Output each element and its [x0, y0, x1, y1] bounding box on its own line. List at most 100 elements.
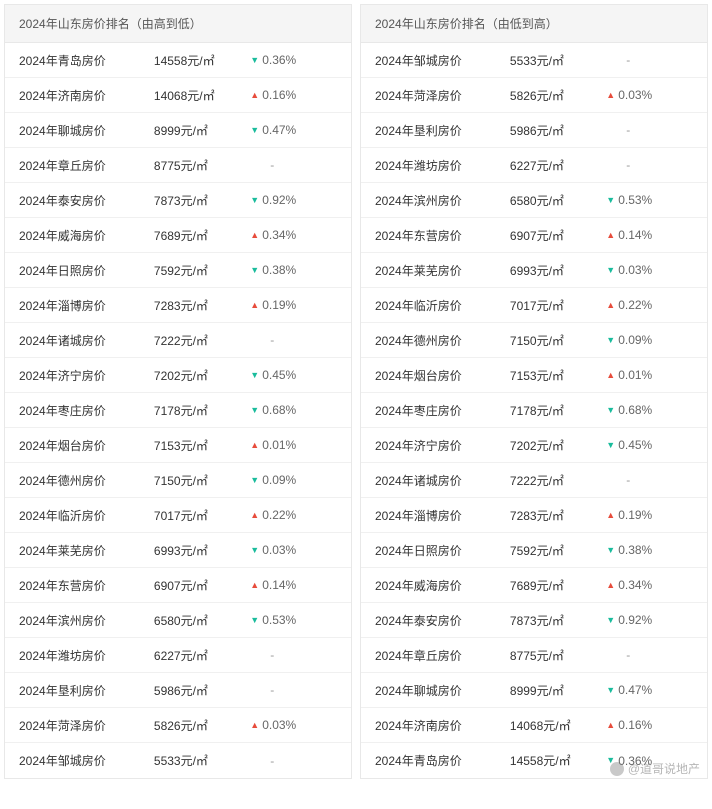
table-row[interactable]: 2024年垦利房价5986元/㎡- [5, 673, 351, 708]
table-row[interactable]: 2024年章丘房价8775元/㎡- [5, 148, 351, 183]
table-row[interactable]: 2024年莱芜房价6993元/㎡▼0.03% [361, 253, 707, 288]
table-row[interactable]: 2024年潍坊房价6227元/㎡- [361, 148, 707, 183]
change-value: 0.09% [618, 333, 652, 347]
change-cell: ▼0.53% [606, 193, 693, 207]
change-value: - [606, 473, 630, 487]
table-row[interactable]: 2024年莱芜房价6993元/㎡▼0.03% [5, 533, 351, 568]
table-row[interactable]: 2024年济南房价14068元/㎡▲0.16% [5, 78, 351, 113]
price-value: 7178元/㎡ [510, 402, 606, 419]
table-row[interactable]: 2024年济宁房价7202元/㎡▼0.45% [361, 428, 707, 463]
ranking-panel-desc: 2024年山东房价排名（由高到低） 2024年青岛房价14558元/㎡▼0.36… [4, 4, 352, 779]
change-cell: - [250, 158, 337, 172]
table-row[interactable]: 2024年聊城房价8999元/㎡▼0.47% [5, 113, 351, 148]
change-value: - [606, 158, 630, 172]
change-value: 0.14% [262, 578, 296, 592]
city-name: 2024年淄博房价 [19, 297, 154, 314]
table-row[interactable]: 2024年青岛房价14558元/㎡▼0.36% [361, 743, 707, 778]
city-name: 2024年垦利房价 [375, 122, 510, 139]
table-row[interactable]: 2024年潍坊房价6227元/㎡- [5, 638, 351, 673]
table-row[interactable]: 2024年泰安房价7873元/㎡▼0.92% [5, 183, 351, 218]
table-row[interactable]: 2024年济宁房价7202元/㎡▼0.45% [5, 358, 351, 393]
change-cell: ▼0.38% [606, 543, 693, 557]
change-cell: ▲0.01% [606, 368, 693, 382]
table-row[interactable]: 2024年垦利房价5986元/㎡- [361, 113, 707, 148]
city-name: 2024年诸城房价 [375, 472, 510, 489]
table-row[interactable]: 2024年威海房价7689元/㎡▲0.34% [361, 568, 707, 603]
change-cell: - [250, 333, 337, 347]
change-cell: - [606, 473, 693, 487]
table-row[interactable]: 2024年日照房价7592元/㎡▼0.38% [5, 253, 351, 288]
table-row[interactable]: 2024年临沂房价7017元/㎡▲0.22% [361, 288, 707, 323]
table-row[interactable]: 2024年菏泽房价5826元/㎡▲0.03% [5, 708, 351, 743]
arrow-up-icon: ▲ [606, 721, 615, 730]
city-name: 2024年菏泽房价 [375, 87, 510, 104]
table-row[interactable]: 2024年章丘房价8775元/㎡- [361, 638, 707, 673]
table-row[interactable]: 2024年威海房价7689元/㎡▲0.34% [5, 218, 351, 253]
city-name: 2024年烟台房价 [19, 437, 154, 454]
table-row[interactable]: 2024年邹城房价5533元/㎡- [361, 43, 707, 78]
table-row[interactable]: 2024年东营房价6907元/㎡▲0.14% [5, 568, 351, 603]
table-row[interactable]: 2024年邹城房价5533元/㎡- [5, 743, 351, 778]
change-cell: - [250, 754, 337, 768]
table-row[interactable]: 2024年临沂房价7017元/㎡▲0.22% [5, 498, 351, 533]
arrow-up-icon: ▲ [250, 581, 259, 590]
table-row[interactable]: 2024年东营房价6907元/㎡▲0.14% [361, 218, 707, 253]
change-cell: ▼0.45% [606, 438, 693, 452]
table-row[interactable]: 2024年菏泽房价5826元/㎡▲0.03% [361, 78, 707, 113]
city-name: 2024年日照房价 [375, 542, 510, 559]
table-row[interactable]: 2024年诸城房价7222元/㎡- [361, 463, 707, 498]
change-cell: ▼0.36% [250, 53, 337, 67]
change-cell: ▲0.14% [606, 228, 693, 242]
city-name: 2024年莱芜房价 [375, 262, 510, 279]
city-name: 2024年潍坊房价 [375, 157, 510, 174]
table-row[interactable]: 2024年济南房价14068元/㎡▲0.16% [361, 708, 707, 743]
arrow-down-icon: ▼ [250, 266, 259, 275]
price-value: 7202元/㎡ [510, 437, 606, 454]
change-value: 0.03% [618, 263, 652, 277]
table-row[interactable]: 2024年枣庄房价7178元/㎡▼0.68% [5, 393, 351, 428]
arrow-down-icon: ▼ [250, 126, 259, 135]
change-value: 0.09% [262, 473, 296, 487]
change-cell: ▲0.22% [606, 298, 693, 312]
table-row[interactable]: 2024年日照房价7592元/㎡▼0.38% [361, 533, 707, 568]
price-value: 7222元/㎡ [510, 472, 606, 489]
city-name: 2024年济南房价 [19, 87, 154, 104]
table-row[interactable]: 2024年滨州房价6580元/㎡▼0.53% [361, 183, 707, 218]
table-row[interactable]: 2024年淄博房价7283元/㎡▲0.19% [5, 288, 351, 323]
table-row[interactable]: 2024年青岛房价14558元/㎡▼0.36% [5, 43, 351, 78]
table-row[interactable]: 2024年烟台房价7153元/㎡▲0.01% [5, 428, 351, 463]
change-value: 0.92% [618, 613, 652, 627]
city-name: 2024年枣庄房价 [375, 402, 510, 419]
city-name: 2024年德州房价 [375, 332, 510, 349]
table-row[interactable]: 2024年诸城房价7222元/㎡- [5, 323, 351, 358]
price-value: 8999元/㎡ [510, 682, 606, 699]
change-cell: ▲0.01% [250, 438, 337, 452]
price-value: 5533元/㎡ [154, 752, 250, 769]
price-value: 14068元/㎡ [510, 717, 606, 734]
change-value: 0.53% [262, 613, 296, 627]
arrow-down-icon: ▼ [606, 441, 615, 450]
change-value: 0.92% [262, 193, 296, 207]
city-name: 2024年青岛房价 [375, 752, 510, 769]
table-row[interactable]: 2024年淄博房价7283元/㎡▲0.19% [361, 498, 707, 533]
table-row[interactable]: 2024年泰安房价7873元/㎡▼0.92% [361, 603, 707, 638]
table-row[interactable]: 2024年烟台房价7153元/㎡▲0.01% [361, 358, 707, 393]
change-cell: ▲0.03% [250, 718, 337, 732]
change-value: - [250, 158, 274, 172]
city-name: 2024年滨州房价 [375, 192, 510, 209]
change-value: 0.36% [262, 53, 296, 67]
table-row[interactable]: 2024年枣庄房价7178元/㎡▼0.68% [361, 393, 707, 428]
change-cell: ▼0.53% [250, 613, 337, 627]
change-cell: ▼0.03% [250, 543, 337, 557]
arrow-down-icon: ▼ [250, 546, 259, 555]
price-value: 7017元/㎡ [510, 297, 606, 314]
table-row[interactable]: 2024年滨州房价6580元/㎡▼0.53% [5, 603, 351, 638]
price-value: 7689元/㎡ [510, 577, 606, 594]
change-value: 0.45% [262, 368, 296, 382]
change-value: 0.38% [618, 543, 652, 557]
table-row[interactable]: 2024年德州房价7150元/㎡▼0.09% [5, 463, 351, 498]
price-value: 6227元/㎡ [510, 157, 606, 174]
table-row[interactable]: 2024年德州房价7150元/㎡▼0.09% [361, 323, 707, 358]
change-value: 0.19% [618, 508, 652, 522]
table-row[interactable]: 2024年聊城房价8999元/㎡▼0.47% [361, 673, 707, 708]
